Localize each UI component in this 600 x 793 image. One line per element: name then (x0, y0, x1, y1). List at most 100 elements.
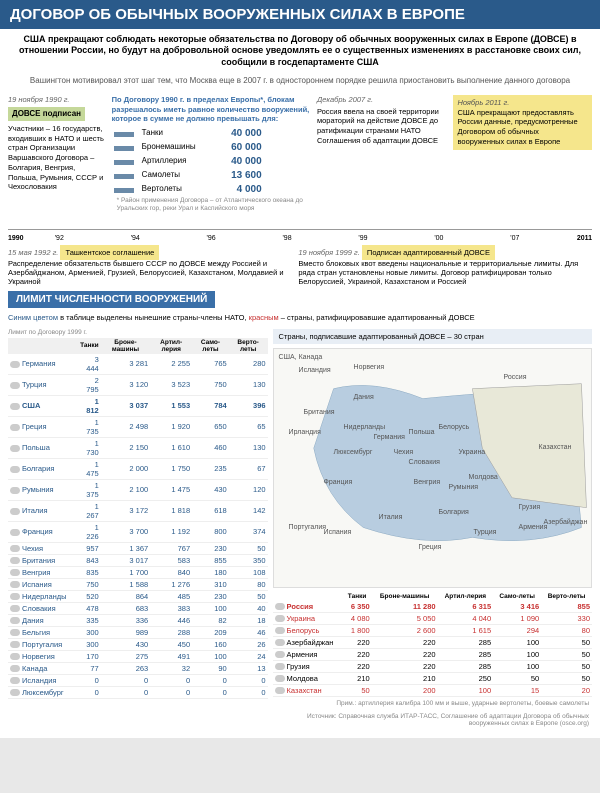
timeline: 1990 2011 '92'94'96'98'99'00'07 (8, 221, 592, 241)
map-label: Болгария (439, 509, 469, 516)
value-cell: 396 (229, 395, 268, 416)
text-1990: Участники – 16 государств, входивших в Н… (8, 124, 106, 192)
value-cell: 263 (101, 662, 150, 674)
source-text: Источник: Справочная служба ИТАР-ТАСС, С… (273, 710, 592, 730)
value-cell: 3 120 (101, 374, 150, 395)
country-row: Исландия00000 (8, 674, 268, 686)
country-name: Словакия (8, 602, 78, 614)
col-header: Само-леты (493, 592, 541, 601)
country-name: Россия (273, 601, 343, 613)
flag-icon (10, 445, 20, 452)
equip-head: По Договору 1990 г. в пределах Европы*, … (112, 95, 311, 124)
ratified-table: ТанкиБроне-машиныАртил-лерияСамо-летыВер… (273, 592, 592, 697)
flag-icon (275, 675, 285, 682)
col-2007: Декабрь 2007 г. Россия ввела на своей те… (317, 95, 447, 214)
map-label: Чехия (394, 449, 414, 456)
value-cell: 11 280 (372, 601, 438, 613)
value-cell: 40 (229, 602, 268, 614)
map-label: Норвегия (354, 364, 385, 371)
value-cell: 840 (150, 566, 192, 578)
country-name: Азербайджан (273, 636, 343, 648)
country-row: Казахстан502001001520 (273, 684, 592, 696)
value-cell: 26 (229, 638, 268, 650)
country-row: Бельгия30098928820946 (8, 626, 268, 638)
country-name: Молдова (273, 672, 343, 684)
value-cell: 2 100 (101, 479, 150, 500)
tl-tick: '92 (55, 235, 64, 242)
value-cell: 100 (493, 636, 541, 648)
value-cell: 280 (229, 354, 268, 375)
country-row: Молдова2102102505050 (273, 672, 592, 684)
flag-icon (10, 529, 20, 536)
value-cell: 160 (192, 638, 229, 650)
country-name: Казахстан (273, 684, 343, 696)
country-row: Нидерланды52086448523050 (8, 590, 268, 602)
value-cell: 0 (229, 674, 268, 686)
value-cell: 285 (438, 648, 494, 660)
value-cell: 336 (101, 614, 150, 626)
value-cell: 0 (101, 674, 150, 686)
country-name: Норвегия (8, 650, 78, 662)
value-cell: 3 281 (101, 354, 150, 375)
tl-tick: '96 (207, 235, 216, 242)
tl-tick: '07 (510, 235, 519, 242)
country-row: Испания7501 5881 27631080 (8, 578, 268, 590)
value-cell: 1 615 (438, 624, 494, 636)
limit-banner: ЛИМИТ ЧИСЛЕННОСТИ ВООРУЖЕНИЙ (8, 291, 215, 308)
intro-text: США прекращают соблюдать некоторые обяза… (0, 29, 600, 73)
value-cell: 2 600 (372, 624, 438, 636)
value-cell: 989 (101, 626, 150, 638)
table2-header-row: ТанкиБроне-машиныАртил-лерияСамо-летыВер… (273, 592, 592, 601)
map-label: Нидерланды (344, 424, 386, 431)
value-cell: 0 (78, 674, 101, 686)
equip-note: * Район применения Договора – от Атланти… (112, 197, 311, 214)
country-row: Чехия9571 36776723050 (8, 542, 268, 554)
value-cell: 3 416 (493, 601, 541, 613)
date-1990: 19 ноября 1990 г. (8, 95, 106, 105)
value-cell: 2 255 (150, 354, 192, 375)
value-cell: 6 315 (438, 601, 494, 613)
col-header: Танки (78, 338, 101, 354)
value-cell: 460 (192, 437, 229, 458)
value-cell: 13 (229, 662, 268, 674)
country-row: Канада77263329013 (8, 662, 268, 674)
value-cell: 220 (372, 636, 438, 648)
value-cell: 350 (229, 554, 268, 566)
value-cell: 1 730 (78, 437, 101, 458)
value-cell: 50 (229, 542, 268, 554)
value-cell: 250 (438, 672, 494, 684)
country-row: Греция1 7352 4981 92065065 (8, 416, 268, 437)
flag-icon (10, 629, 20, 636)
value-cell: 650 (192, 416, 229, 437)
country-name: Исландия (8, 674, 78, 686)
flag-icon (10, 653, 20, 660)
col-header: Танки (343, 592, 372, 601)
map-label: Польша (409, 429, 435, 436)
value-cell: 220 (372, 660, 438, 672)
country-row: Грузия22022028510050 (273, 660, 592, 672)
value-cell: 300 (78, 626, 101, 638)
value-cell: 1 553 (150, 395, 192, 416)
value-cell: 1 226 (78, 521, 101, 542)
value-cell: 230 (192, 542, 229, 554)
value-cell: 24 (229, 650, 268, 662)
value-cell: 855 (192, 554, 229, 566)
value-cell: 335 (78, 614, 101, 626)
value-cell: 0 (150, 686, 192, 698)
table-body: Германия3 4443 2812 255765280Турция2 795… (8, 354, 268, 699)
value-cell: 3 444 (78, 354, 101, 375)
map-label: Россия (504, 374, 527, 381)
table-header-row: ТанкиБроне-машиныАртил-лерияСамо-летыВер… (8, 338, 268, 354)
country-name: Франция (8, 521, 78, 542)
equip-icon (112, 129, 142, 139)
value-cell: 80 (229, 578, 268, 590)
equip-num: 40 000 (212, 127, 262, 140)
value-cell: 80 (541, 624, 592, 636)
country-row: США1 8123 0371 553784396 (8, 395, 268, 416)
flag-icon (10, 605, 20, 612)
value-cell: 1 276 (150, 578, 192, 590)
value-cell: 864 (101, 590, 150, 602)
map-label: Турция (474, 529, 497, 536)
date-2007: Декабрь 2007 г. (317, 95, 447, 105)
value-cell: 210 (343, 672, 372, 684)
